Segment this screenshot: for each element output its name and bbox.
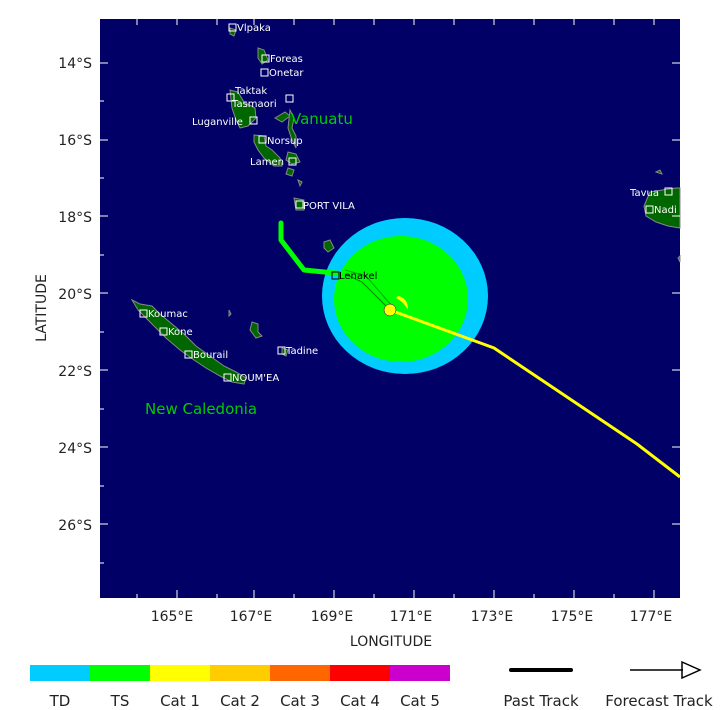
city-label: Bourail xyxy=(193,350,228,361)
fiji-landmass xyxy=(643,169,681,263)
storm-center-icon xyxy=(383,303,397,317)
y-tick-label: 14°S xyxy=(58,56,92,72)
y-tick-label: 26°S xyxy=(58,518,92,534)
x-axis-tick-labels: 165°E 167°E 169°E 171°E 173°E 175°E 177°… xyxy=(151,609,673,625)
legend-swatch-cat3 xyxy=(270,665,330,681)
legend-label-ts: TS xyxy=(110,692,130,710)
forecast-track-legend-icon xyxy=(630,660,702,680)
city-label: Kone xyxy=(168,327,193,338)
x-axis-title: LONGITUDE xyxy=(350,634,432,650)
legend-label-cat5: Cat 5 xyxy=(400,692,440,710)
city-markers xyxy=(139,23,673,382)
x-tick-label: 167°E xyxy=(230,609,273,625)
city-label: Koumac xyxy=(148,309,188,320)
legend-label-cat3: Cat 3 xyxy=(280,692,320,710)
y-axis-tick-labels: 14°S 16°S 18°S 20°S 22°S 24°S 26°S xyxy=(58,56,92,534)
legend-swatch-cat4 xyxy=(330,665,390,681)
y-axis-title: LATITUDE xyxy=(34,274,50,342)
x-tick-label: 175°E xyxy=(551,609,594,625)
y-tick-label: 24°S xyxy=(58,441,92,457)
country-label-new-caledonia: New Caledonia xyxy=(145,400,257,418)
x-tick-label: 177°E xyxy=(630,609,673,625)
city-label: Lamen xyxy=(250,157,284,168)
city-label: PORT VILA xyxy=(303,201,355,212)
y-tick-label: 18°S xyxy=(58,210,92,226)
x-tick-label: 171°E xyxy=(390,609,433,625)
city-label: Foreas xyxy=(270,54,303,65)
x-tick-label: 173°E xyxy=(471,609,514,625)
city-label: Taktak xyxy=(234,86,267,97)
city-label: Nadi xyxy=(654,205,677,216)
y-tick-label: 16°S xyxy=(58,133,92,149)
y-tick-label: 22°S xyxy=(58,364,92,380)
legend-swatch-td xyxy=(30,665,90,681)
y-tick-label: 20°S xyxy=(58,287,92,303)
past-track-thin xyxy=(344,273,391,311)
city-label: Tadine xyxy=(285,346,318,357)
legend-label-cat2: Cat 2 xyxy=(220,692,260,710)
city-label: Tavua xyxy=(629,188,659,199)
legend-label-td: TD xyxy=(49,692,71,710)
legend-label-cat4: Cat 4 xyxy=(340,692,380,710)
x-tick-label: 165°E xyxy=(151,609,194,625)
city-labels: Vlpaka Foreas Onetar Taktak Tasmaori Lug… xyxy=(148,23,677,384)
city-label: Norsup xyxy=(267,136,303,147)
city-label: Vlpaka xyxy=(237,23,271,34)
past-track xyxy=(278,220,348,277)
legend-swatch-cat5 xyxy=(390,665,450,681)
city-label: Luganville xyxy=(192,117,243,128)
x-tick-label: 169°E xyxy=(311,609,354,625)
city-label: NOUM'EA xyxy=(232,373,279,384)
legend-label-past-track: Past Track xyxy=(503,692,579,710)
forecast-track xyxy=(389,308,681,479)
country-label-vanuatu: Vanuatu xyxy=(291,110,353,128)
legend-swatch-cat1 xyxy=(150,665,210,681)
past-track-thin-2 xyxy=(344,269,393,307)
legend-swatch-cat2 xyxy=(210,665,270,681)
city-label: Lenakel xyxy=(339,271,377,282)
axis-ticks xyxy=(100,19,680,598)
legend-label-cat1: Cat 1 xyxy=(160,692,200,710)
city-label: Tasmaori xyxy=(231,99,277,110)
city-label: Onetar xyxy=(269,68,304,79)
legend-swatch-ts xyxy=(90,665,150,681)
legend-label-forecast-track: Forecast Track xyxy=(605,692,713,710)
storm-symbol-arc-icon xyxy=(396,296,408,310)
